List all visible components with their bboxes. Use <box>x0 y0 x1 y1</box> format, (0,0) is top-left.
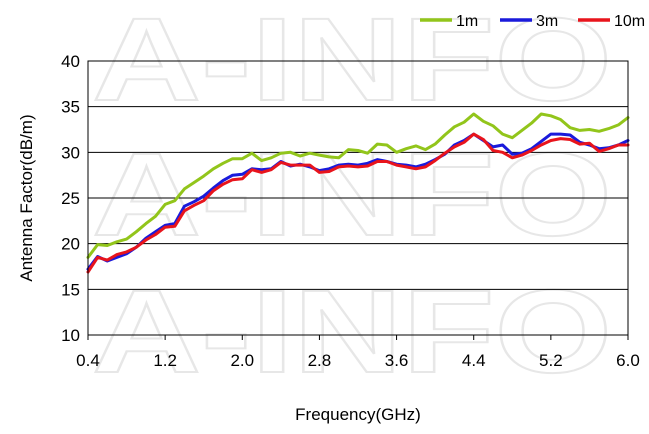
y-tick-label: 40 <box>61 52 80 71</box>
y-tick-label: 10 <box>61 326 80 345</box>
watermark: A-INFO A-INFO A-INFO <box>91 0 613 399</box>
series-line-1m <box>86 112 630 259</box>
legend-label-10m: 10m <box>614 13 645 30</box>
series-line-10m <box>86 132 630 274</box>
legend: 1m 3m 10m <box>420 13 645 30</box>
legend-label-3m: 3m <box>536 13 558 30</box>
data-series <box>86 112 630 274</box>
x-tick-label: 3.6 <box>385 351 409 370</box>
y-tick-label: 15 <box>61 280 80 299</box>
x-tick-label: 5.2 <box>539 351 563 370</box>
x-axis-tick-labels: 0.4 1.2 2.0 2.8 3.6 4.4 5.2 6.0 <box>76 335 640 370</box>
y-tick-label: 30 <box>61 143 80 162</box>
y-axis-tick-labels: 10 15 20 25 30 35 40 <box>61 52 80 345</box>
x-tick-label: 4.4 <box>462 351 486 370</box>
x-tick-label: 0.4 <box>76 351 100 370</box>
x-tick-label: 1.2 <box>153 351 177 370</box>
plot-area-frame <box>87 60 629 336</box>
series-line-3m <box>86 132 630 271</box>
y-tick-label: 25 <box>61 189 80 208</box>
x-tick-label: 2.0 <box>230 351 254 370</box>
y-tick-label: 20 <box>61 235 80 254</box>
x-tick-label: 6.0 <box>616 351 640 370</box>
y-tick-label: 35 <box>61 98 80 117</box>
legend-label-1m: 1m <box>456 13 478 30</box>
watermark-text-3: A-INFO <box>92 266 612 398</box>
x-tick-label: 2.8 <box>308 351 332 370</box>
y-axis-title: Antenna Factor(dB/m) <box>17 114 36 281</box>
x-axis-title: Frequency(GHz) <box>295 405 421 424</box>
